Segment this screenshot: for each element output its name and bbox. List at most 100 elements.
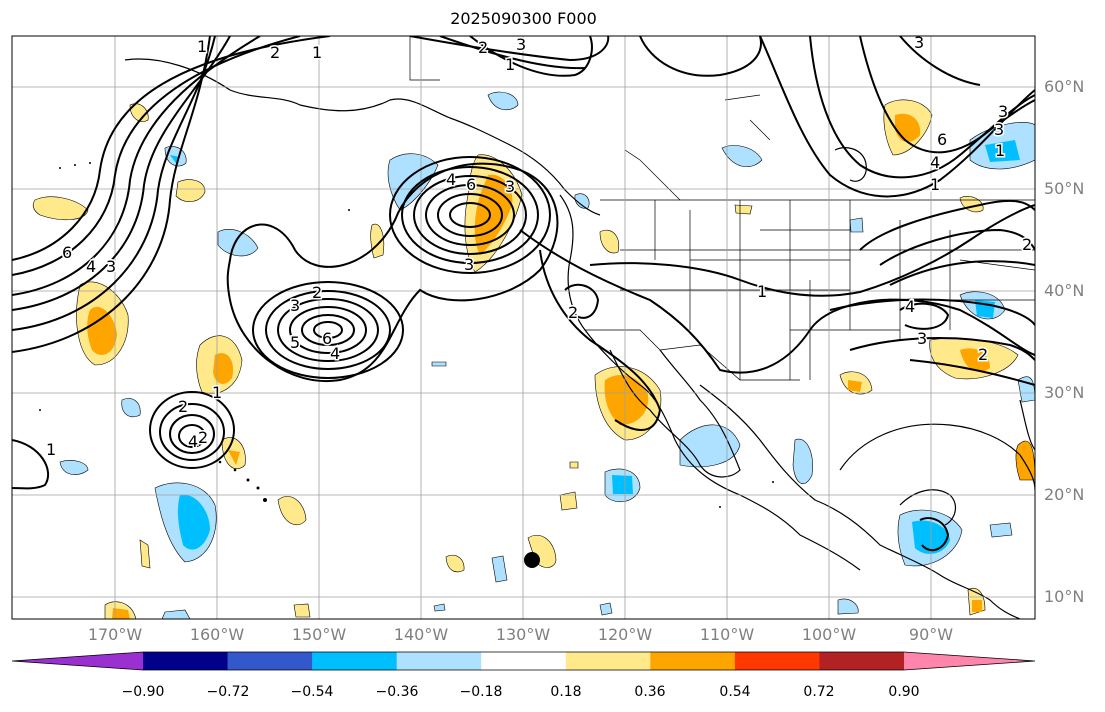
colorbar-tick: −0.54	[290, 684, 334, 700]
colorbar-tick: 0.90	[888, 684, 920, 700]
colorbar-cell	[481, 652, 567, 670]
contour-line	[12, 36, 231, 311]
contour-line	[809, 36, 1035, 179]
fill-area	[734, 204, 753, 215]
islands	[39, 162, 774, 508]
contour-label: 2	[198, 428, 208, 447]
colorbar	[11, 651, 1036, 671]
gridlines	[12, 36, 1035, 619]
lon-label: 110°W	[699, 625, 755, 644]
colorbar-cell	[650, 652, 736, 670]
contour-label: 4	[330, 344, 340, 363]
lon-label: 130°W	[495, 625, 551, 644]
colorbar-tick: 0.54	[719, 684, 751, 700]
contour-label: 2	[178, 397, 188, 416]
lon-label: 120°W	[597, 625, 653, 644]
contour-line	[919, 517, 950, 552]
coastline-gulf	[839, 423, 1035, 491]
lon-label: 170°W	[87, 625, 143, 644]
contour-line	[889, 260, 1035, 286]
contour-line	[12, 439, 50, 490]
fill-area	[849, 217, 864, 233]
contour-label: 1	[46, 440, 56, 459]
coastline-hudson	[834, 147, 867, 182]
coastline-baja	[609, 349, 741, 478]
colorbar-extend-high	[904, 652, 1035, 670]
filled-areas	[32, 91, 1035, 619]
contour-line	[265, 290, 391, 370]
fill-area	[59, 460, 89, 475]
fill-area	[599, 229, 620, 254]
contour-label: 1	[930, 175, 940, 194]
fill-area	[87, 306, 117, 355]
coastline-florida	[1019, 399, 1035, 451]
fill-area	[445, 554, 465, 573]
colorbar-cell	[565, 652, 651, 670]
contour-line	[413, 175, 527, 255]
contour-label: 1	[995, 141, 1005, 160]
fill-area	[161, 609, 191, 619]
contour-label: 3	[914, 33, 924, 52]
contour-label: 1	[312, 43, 322, 62]
map-frame	[11, 35, 1036, 620]
lat-label: 10°N	[1044, 587, 1085, 606]
fill-area	[139, 539, 151, 569]
contour-line	[401, 166, 539, 264]
contour-line	[277, 298, 379, 362]
contour-line	[12, 36, 301, 276]
fill-area	[32, 196, 89, 220]
contour-label: 2	[978, 345, 988, 364]
contour-labels: 2 1 2 3 1 6 4 3 6 4 3 2 3 5 6 4 2 1 2 4 …	[45, 33, 1034, 461]
contour-line	[301, 314, 355, 346]
contour-line	[909, 359, 1035, 386]
contour-line	[564, 283, 600, 319]
fill-area	[574, 193, 590, 209]
contour-label: 2	[478, 38, 488, 57]
contour-label: 3	[917, 329, 927, 348]
contour-line	[879, 228, 1035, 266]
lon-label: 160°W	[189, 625, 245, 644]
fill-area	[277, 496, 307, 525]
lon-label: 140°W	[393, 625, 449, 644]
contour-label: 5	[290, 333, 300, 352]
contour-line	[159, 403, 225, 461]
contour-label: 2	[312, 283, 322, 302]
fill-area	[985, 140, 1020, 162]
lat-label: 20°N	[1044, 485, 1085, 504]
contour-line	[859, 199, 1035, 251]
contour-line	[12, 36, 216, 331]
coastline-us-west	[559, 194, 861, 571]
contour-label: 3	[505, 177, 515, 196]
contour-line	[389, 156, 551, 274]
fill-area	[1015, 440, 1035, 481]
contour-label: 6	[322, 329, 332, 348]
contour-line	[849, 337, 1035, 361]
coastlines	[124, 58, 1035, 619]
location-marker	[524, 552, 540, 568]
colorbar-outline	[11, 651, 1036, 671]
colorbar-cell	[227, 652, 313, 670]
colorbar-tick: 0.36	[634, 684, 666, 700]
colorbar-cell	[143, 652, 229, 670]
contour-label: 3	[106, 257, 116, 276]
contour-line	[639, 36, 762, 77]
contour-line	[519, 229, 1035, 374]
contour-label: 1	[197, 37, 207, 56]
colorbar-tick: −0.18	[459, 684, 503, 700]
coastline-alaska	[124, 58, 601, 216]
contour-label: 3	[998, 102, 1008, 121]
fill-area	[112, 608, 130, 619]
colorbar-cell	[312, 652, 398, 670]
contour-label: 2	[270, 43, 280, 62]
contour-line	[149, 391, 235, 469]
fill-area	[559, 491, 578, 511]
lon-label: 100°W	[801, 625, 857, 644]
contour-line	[226, 162, 559, 383]
fill-area	[487, 91, 519, 111]
fill-area	[491, 555, 508, 583]
colorbar-cell	[396, 652, 482, 670]
contour-line	[12, 36, 211, 353]
contour-line	[899, 302, 950, 330]
fill-area	[217, 228, 259, 257]
contour-line	[437, 193, 503, 237]
